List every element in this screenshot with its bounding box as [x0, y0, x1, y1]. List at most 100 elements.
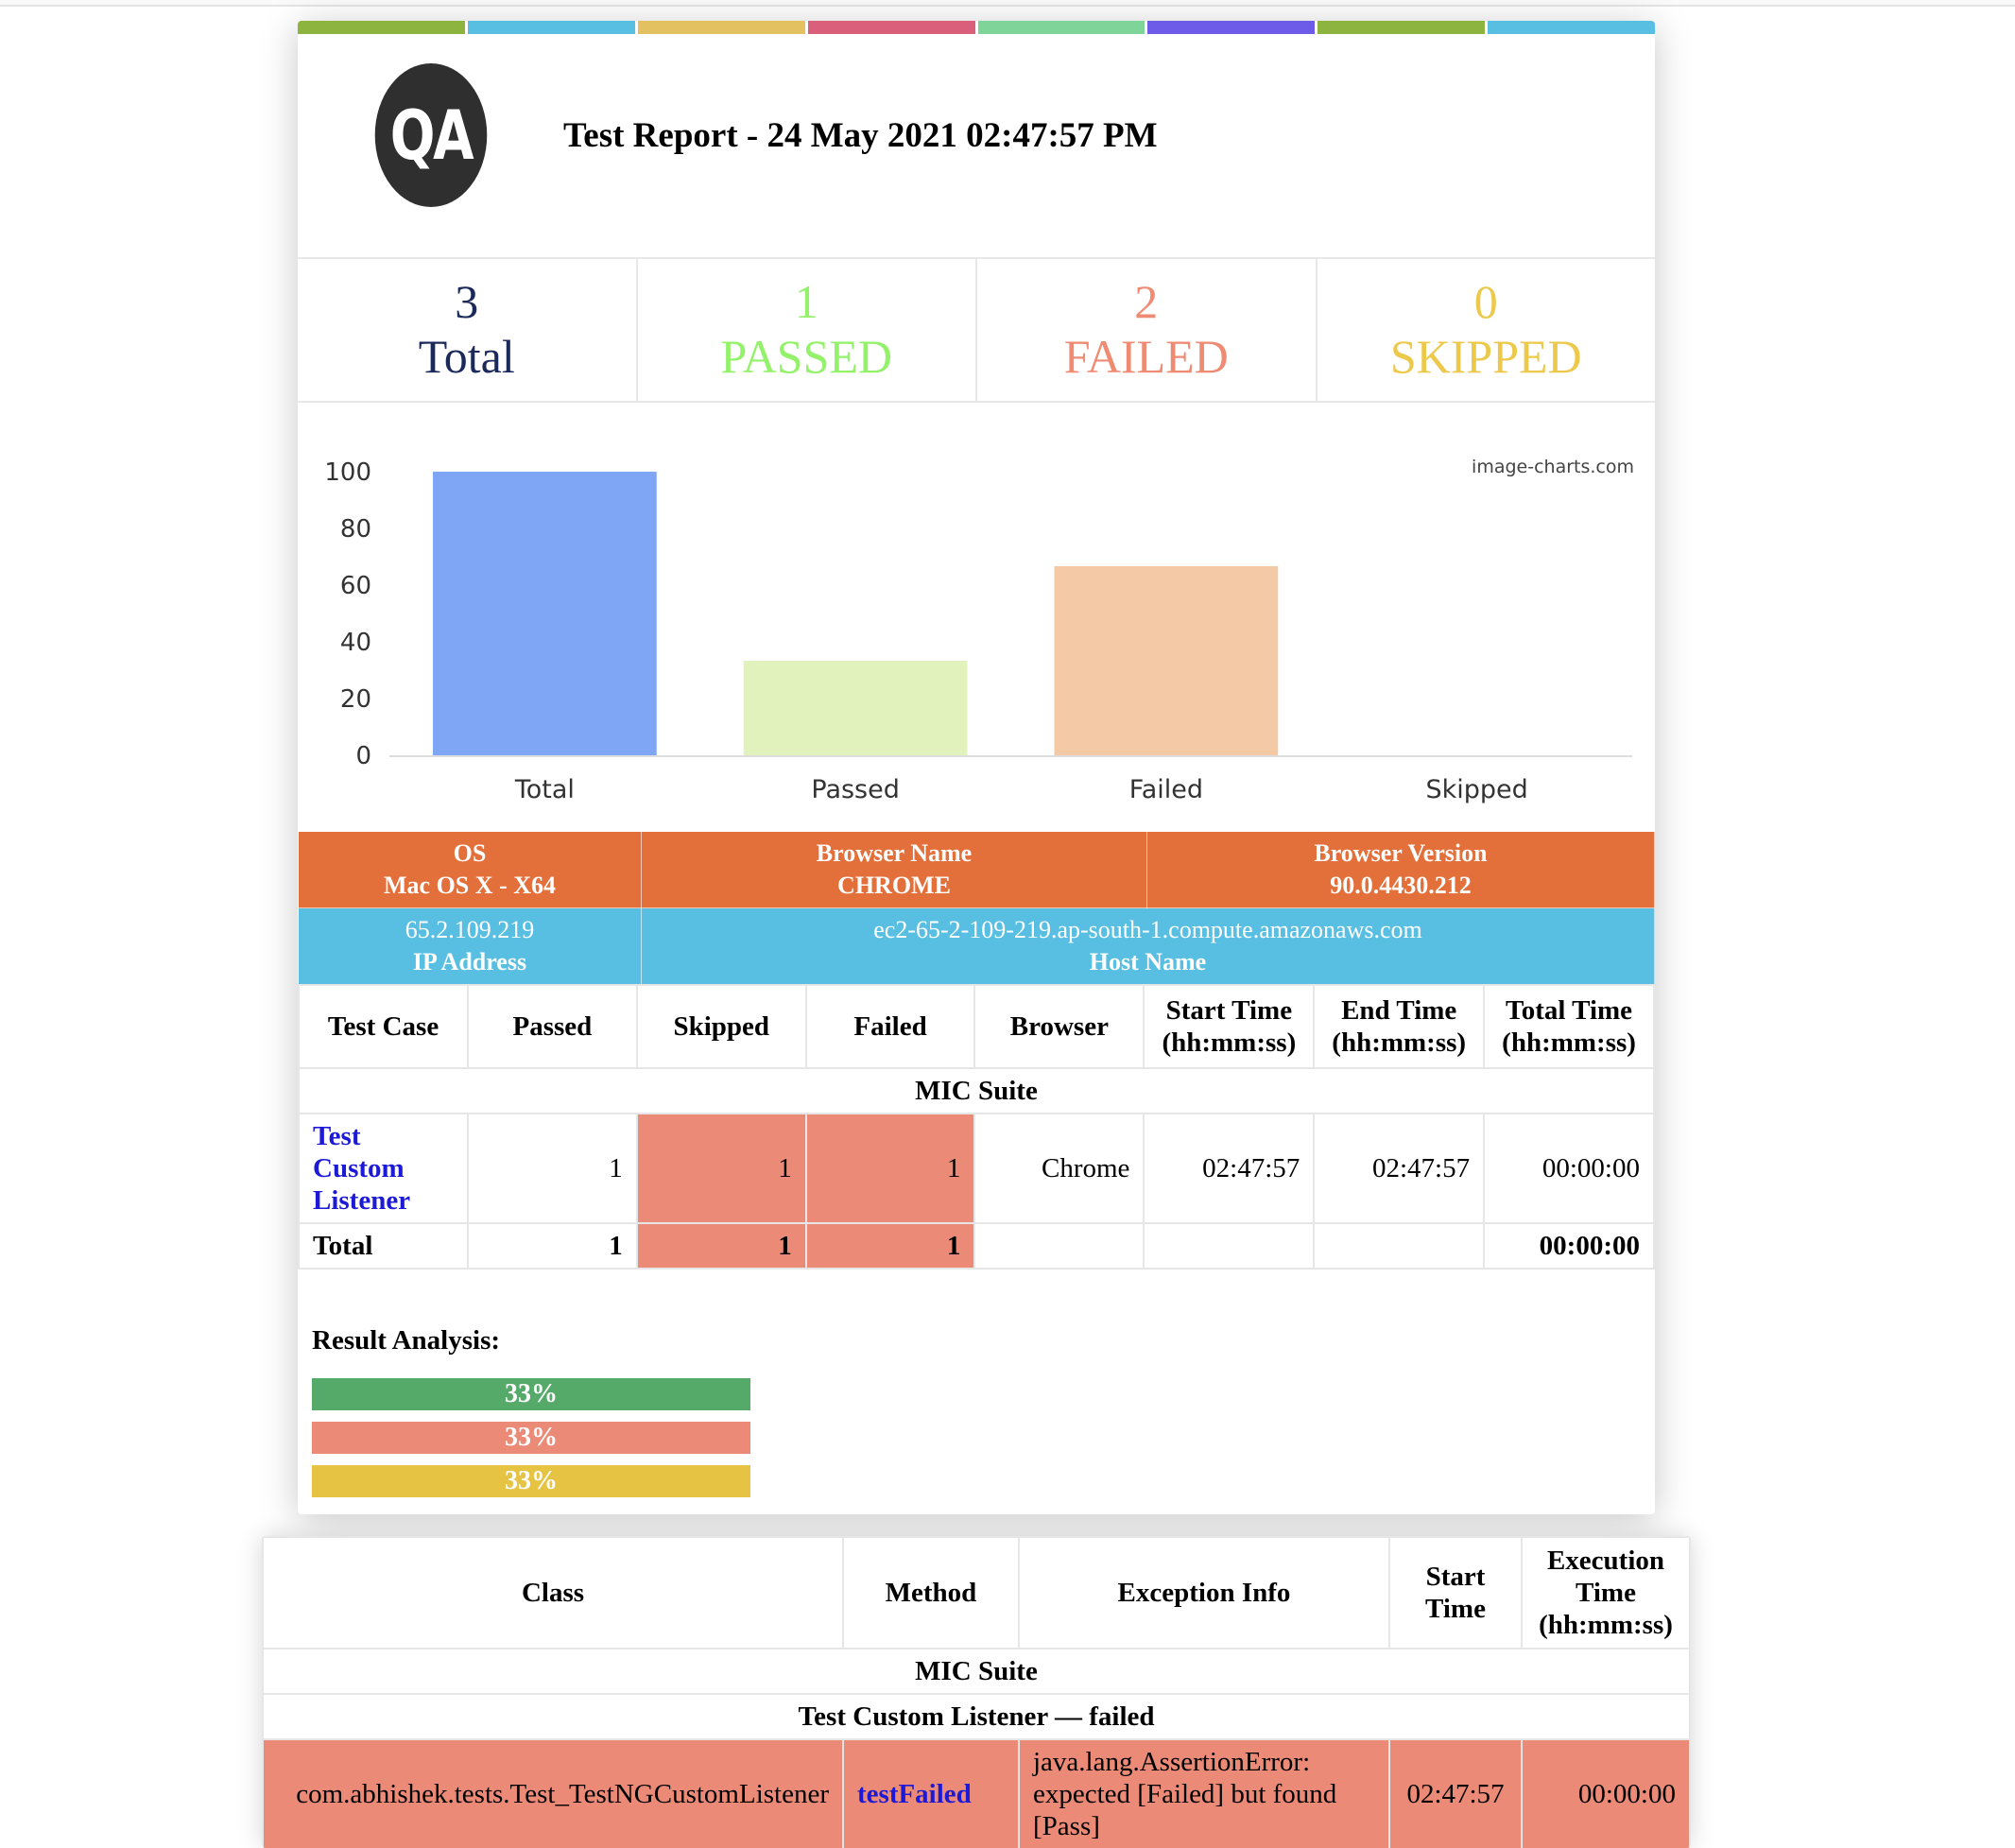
summary-failed-value: 2: [1134, 275, 1159, 328]
env-host: ec2-65-2-109-219.ap-south-1.compute.amaz…: [641, 907, 1655, 985]
row-start: 02:47:57: [1143, 1113, 1316, 1224]
col-start-l1: Start: [1425, 1562, 1486, 1592]
row-failed: 1: [804, 1113, 976, 1224]
detail-test-title: Test Custom Listener — failed: [262, 1693, 1691, 1740]
summary-table-header: Test Case Passed Skipped Failed Browser …: [298, 984, 1655, 1069]
x-tick-label: Failed: [1129, 775, 1203, 804]
env-browser-name: Browser Name CHROME: [641, 831, 1147, 908]
summary-passed-value: 1: [794, 275, 818, 328]
suite-row: MIC Suite: [298, 1067, 1655, 1114]
bar-total: [433, 472, 657, 755]
col-skipped: Skipped: [635, 984, 807, 1069]
col-start-time-l1: Start Time: [1165, 995, 1293, 1026]
color-strip-segment: [977, 21, 1145, 34]
y-tick-label: 60: [340, 572, 371, 600]
row-total: 00:00:00: [1483, 1113, 1655, 1224]
environment-table: OS Mac OS X - X64 Browser Name CHROME Brow…: [298, 831, 1655, 985]
table-row: Test Custom Listener 1 1 1 Chrome 02:47:…: [298, 1113, 1655, 1224]
summary-skipped-value: 0: [1473, 275, 1498, 328]
col-start: Start Time: [1388, 1536, 1523, 1649]
detail-exec: 00:00:00: [1521, 1738, 1691, 1848]
x-tick-label: Passed: [811, 775, 900, 804]
y-tick-label: 100: [324, 458, 371, 487]
total-time: 00:00:00: [1483, 1222, 1655, 1269]
bar-passed: [743, 661, 968, 755]
col-total-time: Total Time (hh:mm:ss): [1483, 984, 1655, 1069]
col-total-time-l1: Total Time: [1506, 995, 1633, 1026]
env-ip: 65.2.109.219 IP Address: [298, 907, 642, 985]
test-summary-table: Test Case Passed Skipped Failed Browser …: [298, 984, 1655, 1269]
col-passed: Passed: [467, 984, 638, 1069]
total-row: Total 1 1 1 00:00:00: [298, 1222, 1655, 1269]
env-row-top: OS Mac OS X - X64 Browser Name CHROME Brow…: [298, 831, 1655, 908]
summary-passed: 1 PASSED: [638, 259, 977, 401]
report-title: Test Report - 24 May 2021 02:47:57 PM: [563, 116, 1158, 155]
detail-start: 02:47:57: [1388, 1738, 1523, 1848]
detail-suite-name: MIC Suite: [262, 1648, 1691, 1695]
summary-skipped-label: SKIPPED: [1389, 330, 1582, 383]
summary-skipped: 0 SKIPPED: [1318, 259, 1656, 401]
chart-watermark: image-charts.com: [1472, 457, 1634, 477]
summary-failed: 2 FAILED: [977, 259, 1318, 401]
col-end-time-l2: (hh:mm:ss): [1332, 1028, 1467, 1058]
col-exec-l2: Time: [1576, 1578, 1636, 1608]
qa-logo: QA: [374, 63, 488, 207]
col-end-time-l1: End Time: [1341, 995, 1457, 1026]
y-tick-label: 0: [355, 742, 371, 770]
row-skipped: 1: [635, 1113, 807, 1224]
detail-card: Class Method Exception Info Start Time Ex…: [262, 1536, 1691, 1848]
col-start-l2: Time: [1425, 1594, 1486, 1624]
color-strip-segment: [298, 21, 465, 34]
y-tick-label: 80: [340, 515, 371, 544]
y-tick-label: 40: [340, 629, 371, 657]
total-label: Total: [298, 1222, 470, 1269]
col-end-time: End Time (hh:mm:ss): [1313, 984, 1486, 1069]
color-strip-segment: [1318, 21, 1486, 34]
summary-failed-label: FAILED: [1063, 330, 1229, 383]
col-method: Method: [842, 1536, 1020, 1649]
detail-class: com.abhishek.tests.Test_TestNGCustomList…: [262, 1738, 844, 1848]
env-os-label: OS: [453, 839, 487, 867]
summary-counts: 3 Total 1 PASSED 2 FAILED 0 SKIPPED: [298, 257, 1655, 403]
env-os-value: Mac OS X - X64: [384, 872, 556, 899]
color-strip: [298, 21, 1655, 34]
logo-text: QA: [389, 95, 474, 175]
total-skipped: 1: [635, 1222, 807, 1269]
col-exec-time: Execution Time (hh:mm:ss): [1521, 1536, 1691, 1649]
method-link[interactable]: testFailed: [842, 1738, 1020, 1848]
col-exec-l3: (hh:mm:ss): [1539, 1610, 1673, 1640]
env-row-bottom: 65.2.109.219 IP Address ec2-65-2-109-219.…: [298, 907, 1655, 985]
detail-header: Class Method Exception Info Start Time Ex…: [262, 1536, 1691, 1649]
col-browser: Browser: [973, 984, 1145, 1069]
col-class: Class: [262, 1536, 844, 1649]
color-strip-segment: [1488, 21, 1655, 34]
failure-detail-table: Class Method Exception Info Start Time Ex…: [262, 1536, 1691, 1848]
summary-total-label: Total: [418, 330, 515, 383]
row-passed: 1: [467, 1113, 638, 1224]
color-strip-segment: [637, 21, 805, 34]
bar-failed: [1054, 565, 1279, 755]
col-failed: Failed: [804, 984, 976, 1069]
env-browser-version: Browser Version 90.0.4430.212: [1146, 831, 1655, 908]
row-end: 02:47:57: [1313, 1113, 1486, 1224]
col-test-case: Test Case: [298, 984, 470, 1069]
color-strip-segment: [807, 21, 975, 34]
detail-suite-row: MIC Suite: [262, 1648, 1691, 1695]
result-bar-skipped: 33%: [312, 1465, 750, 1497]
y-tick-label: 20: [340, 685, 371, 714]
result-bar-failed: 33%: [312, 1422, 750, 1454]
x-tick-label: Total: [514, 775, 575, 804]
suite-name: MIC Suite: [298, 1067, 1655, 1114]
report-card: QA Test Report - 24 May 2021 02:47:57 PM…: [298, 21, 1655, 1514]
env-browser-name-value: CHROME: [837, 872, 951, 899]
test-case-link[interactable]: Test Custom Listener: [298, 1113, 470, 1224]
env-browser-version-value: 90.0.4430.212: [1330, 872, 1472, 899]
total-start-empty: [1143, 1222, 1316, 1269]
col-exec-l1: Execution: [1546, 1546, 1665, 1576]
total-passed: 1: [467, 1222, 638, 1269]
env-ip-value: 65.2.109.219: [405, 916, 535, 943]
env-browser-name-label: Browser Name: [816, 839, 973, 867]
result-analysis-label: Result Analysis:: [312, 1325, 501, 1356]
summary-total-value: 3: [455, 275, 479, 328]
result-bar-passed: 33%: [312, 1378, 750, 1410]
